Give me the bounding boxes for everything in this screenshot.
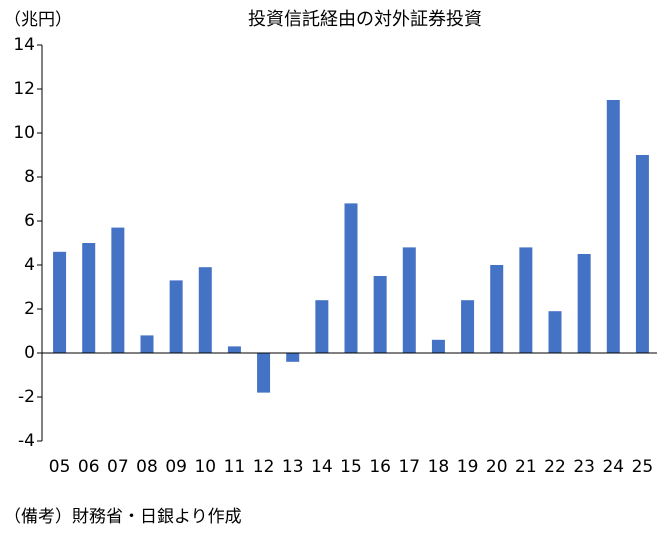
bar (490, 265, 504, 353)
bar (169, 280, 183, 353)
x-tick-label: 05 (49, 457, 71, 477)
y-tick-label: 14 (13, 35, 35, 55)
x-tick-label: 08 (136, 457, 158, 477)
x-tick-label: 09 (165, 457, 187, 477)
y-tick-label: -2 (18, 387, 35, 407)
x-tick-label: 10 (194, 457, 216, 477)
y-tick-label: -4 (18, 431, 35, 451)
y-tick-label: 6 (24, 211, 35, 231)
bar (577, 254, 591, 353)
x-tick-label: 18 (428, 457, 450, 477)
x-tick-label: 12 (253, 457, 275, 477)
y-tick-label: 8 (24, 167, 35, 187)
bar (344, 203, 358, 353)
source-note: （備考）財務省・日銀より作成 (4, 507, 242, 527)
x-tick-label: 20 (486, 457, 508, 477)
bar (431, 339, 445, 353)
bar (82, 243, 96, 353)
bar (140, 335, 154, 353)
y-tick-label: 12 (13, 79, 35, 99)
unit-label: （兆円） (4, 10, 72, 30)
x-tick-label: 15 (340, 457, 362, 477)
x-tick-label: 21 (515, 457, 537, 477)
bar (635, 155, 649, 353)
bar (257, 353, 271, 393)
x-tick-label: 13 (282, 457, 304, 477)
bar (53, 251, 67, 353)
bar (402, 247, 416, 353)
y-tick-label: 2 (24, 299, 35, 319)
x-tick-label: 24 (602, 457, 624, 477)
y-tick-label: 10 (13, 123, 35, 143)
x-tick-label: 11 (224, 457, 246, 477)
bar (461, 300, 475, 353)
x-tick-label: 07 (107, 457, 129, 477)
x-tick-label: 25 (632, 457, 654, 477)
bar (373, 276, 387, 353)
bar (548, 311, 562, 353)
x-tick-label: 23 (573, 457, 595, 477)
x-tick-label: 14 (311, 457, 333, 477)
chart-title: 投資信託経由の対外証券投資 (248, 9, 482, 30)
x-tick-label: 06 (78, 457, 100, 477)
bar (606, 100, 620, 353)
x-tick-label: 17 (398, 457, 420, 477)
bar (519, 247, 533, 353)
y-tick-label: 4 (24, 255, 35, 275)
x-tick-label: 22 (544, 457, 566, 477)
bar (286, 353, 300, 362)
bar (198, 267, 212, 353)
bar (227, 346, 241, 353)
x-tick-label: 19 (457, 457, 479, 477)
x-tick-label: 16 (369, 457, 391, 477)
bar (111, 227, 125, 353)
bar (315, 300, 329, 353)
y-tick-label: 0 (24, 343, 35, 363)
